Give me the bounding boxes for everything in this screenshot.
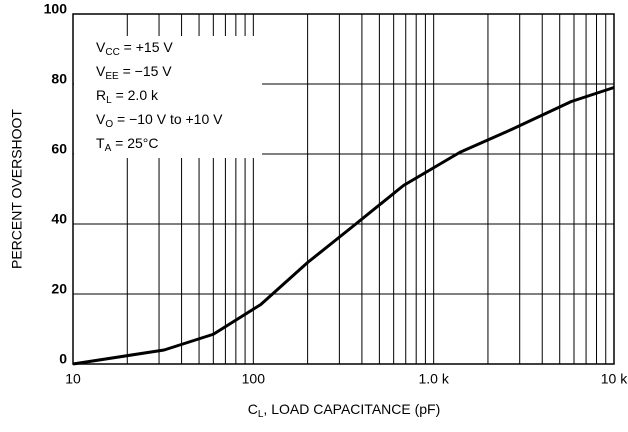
data-line: [72, 86, 615, 366]
annotation: TA = 25°C: [96, 135, 158, 154]
x-tick-label: 100: [242, 371, 266, 387]
annotation-sub: O: [105, 119, 113, 130]
y-tick-label: 60: [51, 141, 67, 157]
annotation-rest: = 2.0 k: [112, 87, 159, 103]
annotation-sub: A: [105, 143, 112, 154]
x-axis-label-main: C: [248, 401, 258, 417]
annotation: RL = 2.0 k: [96, 87, 159, 106]
annotation-main: T: [96, 135, 105, 151]
y-tick-label: 100: [44, 1, 68, 17]
annotation-main: V: [96, 39, 106, 55]
annotation-main: R: [96, 87, 106, 103]
annotation-sub: EE: [105, 71, 119, 82]
x-axis-label-rest: , LOAD CAPACITANCE (pF): [263, 401, 440, 417]
annotation-rest: = 25°C: [111, 135, 158, 151]
y-tick-label: 20: [51, 281, 67, 297]
annotation: VCC = +15 V: [96, 39, 173, 58]
annotation-main: V: [96, 63, 106, 79]
x-tick-label: 10 k: [601, 371, 628, 387]
x-tick-label: 1.0 k: [418, 371, 449, 387]
x-axis-label: CL, LOAD CAPACITANCE (pF): [248, 401, 441, 420]
y-tick-label: 40: [51, 211, 67, 227]
x-axis-label-sub: L: [258, 409, 264, 420]
annotation-main: V: [96, 111, 106, 127]
annotation-rest: = +15 V: [120, 39, 174, 55]
y-tick-label: 80: [51, 71, 67, 87]
annotation: VEE = −15 V: [96, 63, 172, 82]
annotation-sub: CC: [105, 47, 119, 58]
plot-frame: [72, 13, 615, 365]
y-tick-label: 0: [59, 351, 67, 367]
annotation-rest: = −10 V to +10 V: [113, 111, 223, 127]
annotation-sub: L: [106, 95, 112, 106]
y-axis-label: PERCENT OVERSHOOT: [9, 109, 25, 269]
annotation-rest: = −15 V: [119, 63, 173, 79]
x-tick-label: 10: [65, 371, 81, 387]
annotation-box: [74, 36, 262, 158]
annotation: VO = −10 V to +10 V: [96, 111, 223, 130]
